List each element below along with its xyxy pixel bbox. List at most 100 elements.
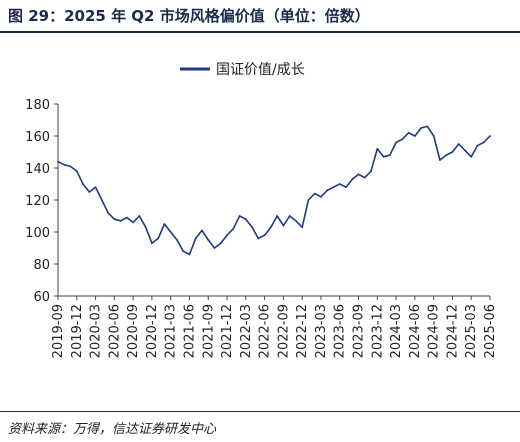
data-point — [270, 226, 272, 229]
data-point — [301, 226, 304, 229]
data-point — [432, 135, 435, 137]
data-point — [169, 231, 172, 233]
data-point — [263, 234, 266, 237]
data-point — [351, 178, 354, 181]
data-point — [345, 186, 347, 189]
x-tick-label: 2020-09 — [126, 304, 141, 358]
data-point — [207, 239, 210, 241]
x-tick-label: 2024-06 — [408, 304, 423, 358]
data-point — [138, 215, 141, 217]
data-point — [163, 223, 166, 225]
x-tick-label: 2021-03 — [164, 304, 179, 358]
x-tick-label: 2021-06 — [182, 304, 197, 358]
x-tick-label: 2020-12 — [145, 304, 160, 358]
data-point — [382, 155, 385, 158]
x-tick-label: 2024-09 — [427, 304, 442, 358]
data-point — [276, 215, 278, 217]
data-point — [363, 176, 366, 179]
data-point — [232, 227, 235, 230]
x-tick-label: 2023-03 — [314, 304, 329, 358]
data-point — [182, 250, 185, 253]
data-point — [426, 125, 429, 128]
x-tick-label: 2023-06 — [333, 304, 348, 358]
data-point — [257, 237, 260, 240]
data-point — [176, 239, 178, 241]
data-point — [119, 219, 122, 222]
data-point — [151, 242, 153, 245]
x-tick-label: 2022-03 — [239, 304, 254, 358]
data-point — [144, 226, 147, 229]
data-point — [94, 186, 97, 189]
y-tick-label: 80 — [33, 258, 50, 273]
data-point — [445, 154, 448, 157]
data-point — [420, 127, 422, 129]
data-point — [100, 199, 103, 201]
data-point — [482, 141, 485, 144]
data-point — [113, 218, 116, 221]
x-tick-label: 2025-03 — [464, 304, 479, 358]
data-point — [132, 221, 135, 224]
data-point — [82, 183, 84, 185]
x-tick-label: 2019-09 — [51, 304, 66, 358]
data-point — [188, 253, 191, 256]
data-point — [439, 159, 441, 161]
data-point — [464, 149, 466, 152]
data-point — [489, 135, 491, 137]
legend: 国证价值/成长 — [180, 62, 305, 78]
data-point — [126, 216, 128, 219]
legend-label: 国证价值/成长 — [216, 62, 305, 78]
data-point — [357, 173, 360, 176]
x-tick-label: 2025-06 — [483, 304, 498, 358]
data-point — [376, 147, 379, 150]
data-point — [194, 237, 197, 240]
source-divider — [0, 411, 520, 412]
data-point — [307, 199, 310, 201]
x-tick-label: 2022-06 — [258, 304, 273, 358]
y-tick-label: 180 — [25, 98, 50, 113]
y-axis: 60 80 100 120 140 160 180 — [25, 98, 59, 305]
chart-area: 国证价值/成长 60 80 100 120 140 160 180 2019-09 2019-… — [25, 62, 498, 358]
data-point — [251, 226, 254, 229]
data-point — [395, 141, 397, 144]
y-tick-label: 120 — [25, 194, 50, 209]
x-tick-label: 2020-06 — [107, 304, 122, 358]
data-point — [407, 131, 410, 134]
x-tick-label: 2019-12 — [70, 304, 85, 358]
data-point — [219, 242, 222, 245]
data-point — [326, 189, 329, 192]
data-point — [201, 229, 203, 232]
data-point — [157, 237, 160, 240]
x-tick-label: 2022-12 — [295, 304, 310, 358]
y-tick-label: 60 — [33, 290, 50, 305]
x-tick-label: 2023-09 — [352, 304, 367, 358]
data-point — [388, 154, 391, 157]
data-point — [63, 163, 66, 166]
x-tick-label: 2021-12 — [220, 304, 235, 358]
y-tick-label: 140 — [25, 162, 50, 177]
chart-title: 图 29：2025 年 Q2 市场风格偏价值（单位：倍数） — [8, 7, 370, 25]
data-point — [57, 160, 59, 163]
data-point — [107, 211, 109, 214]
x-axis: 2019-09 2019-12 2020-03 2020-06 2020-09 2020-… — [51, 295, 498, 358]
data-point — [288, 215, 291, 217]
data-point — [213, 247, 216, 249]
data-point — [88, 191, 91, 193]
y-tick-label: 160 — [25, 130, 50, 145]
series-layer — [57, 125, 491, 256]
x-tick-label: 2024-12 — [445, 304, 460, 358]
title-divider — [0, 31, 520, 33]
y-tick-label: 100 — [25, 226, 50, 241]
x-tick-label: 2024-03 — [389, 304, 404, 358]
data-point — [295, 219, 297, 222]
x-tick-label: 2021-09 — [201, 304, 216, 358]
data-point — [401, 138, 404, 141]
data-point — [338, 183, 341, 185]
data-point — [470, 155, 473, 158]
data-point — [332, 186, 335, 189]
data-point — [370, 170, 372, 173]
source-note: 资料来源：万得，信达证券研发中心 — [8, 422, 217, 437]
data-point — [320, 195, 322, 198]
data-point — [238, 215, 241, 217]
x-tick-label: 2023-12 — [370, 304, 385, 358]
x-tick-label: 2022-09 — [276, 304, 291, 358]
